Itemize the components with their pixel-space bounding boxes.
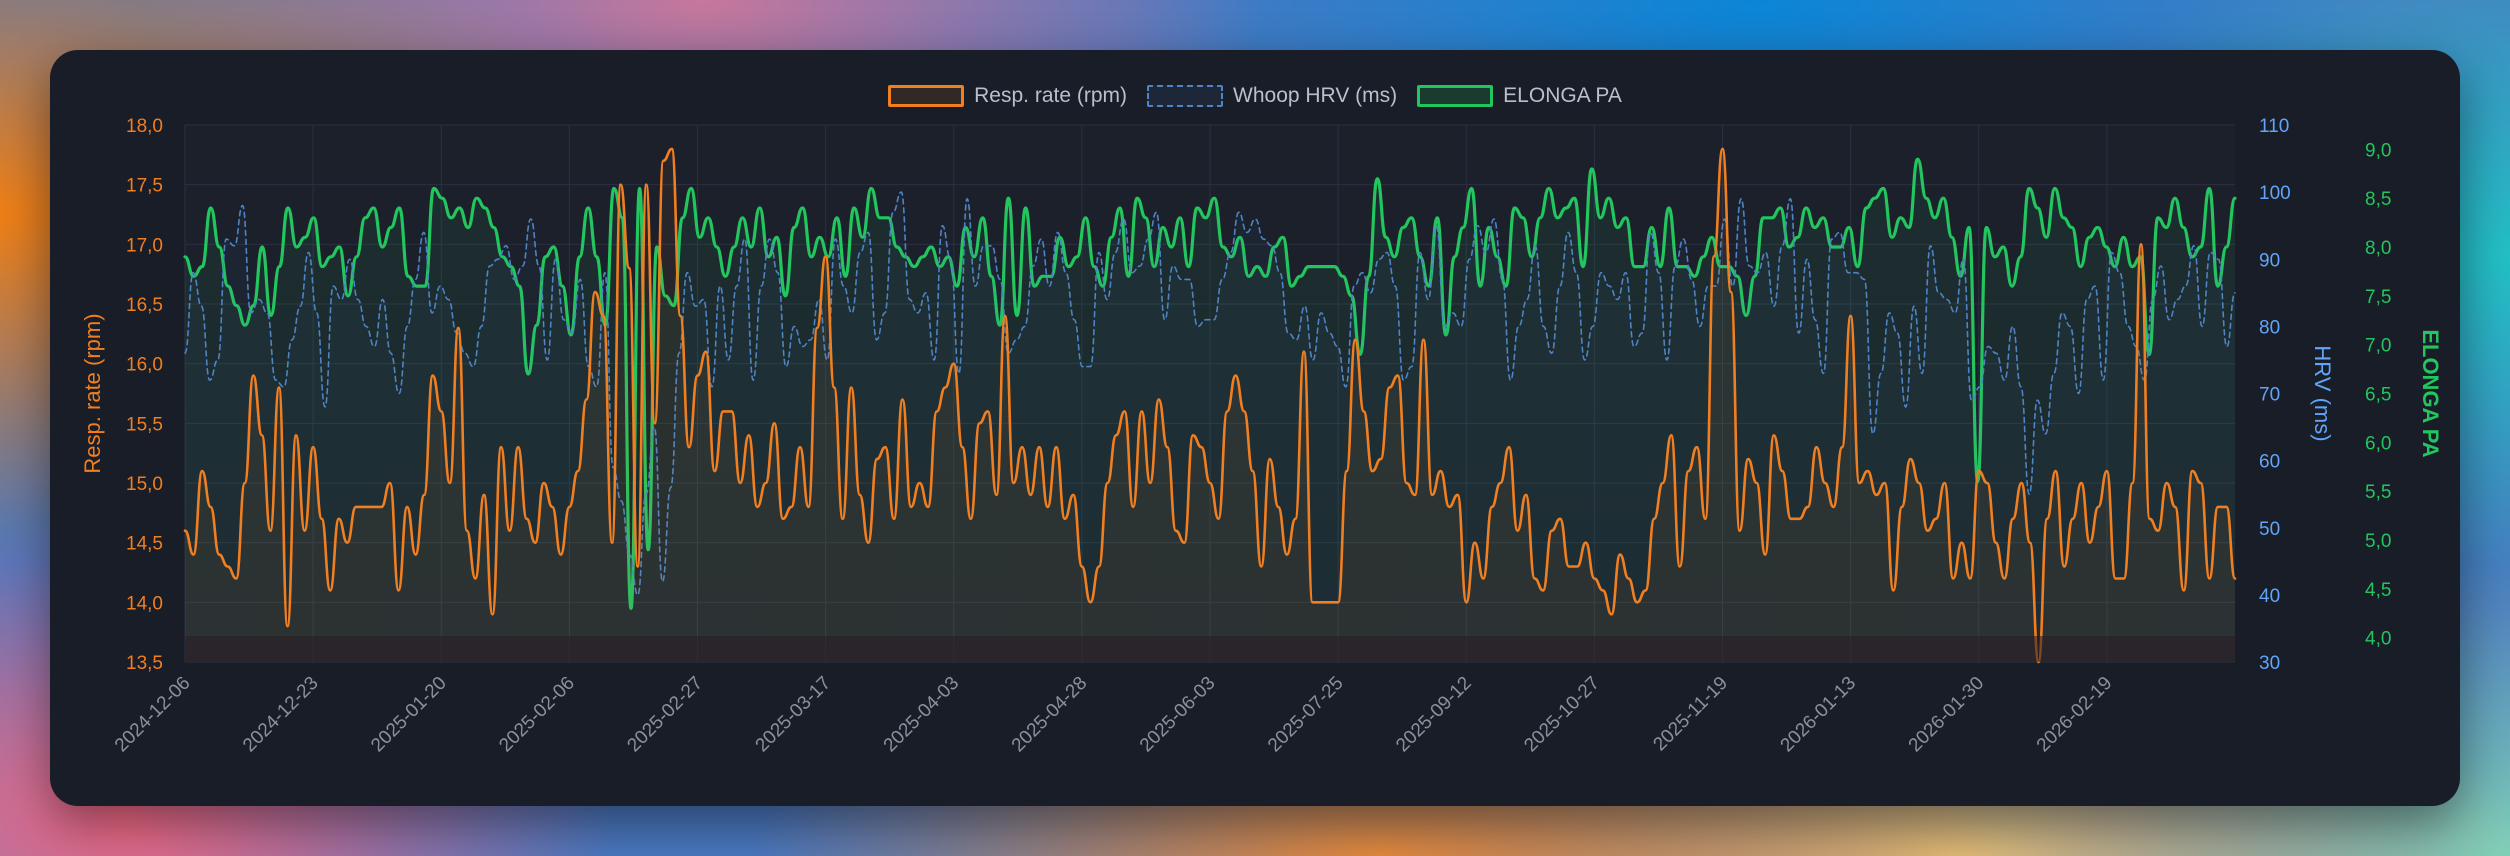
y-tick-label-resp-rate: 18,0 [126, 116, 163, 137]
legend-label-elonga-pa: ELONGA PA [1503, 84, 1622, 107]
plot-bottom-band [185, 636, 2235, 662]
x-axis: 2024-12-06 2024-12-23 2025-01-20 2025-02-06… [111, 673, 2116, 757]
y-tick-label-elonga-pa: 8,5 [2365, 189, 2391, 210]
y-tick-label-elonga-pa: 9,0 [2365, 140, 2391, 161]
x-tick-label: 2026-01-30 [1905, 673, 1989, 757]
x-tick-label: 2025-02-27 [623, 673, 707, 757]
legend-item-whoop-hrv[interactable]: Whoop HRV (ms) [1147, 84, 1397, 108]
y-tick-label-elonga-pa: 5,5 [2365, 482, 2391, 503]
y-axis-title-elonga-pa: ELONGA PA [2418, 329, 2443, 457]
series-resp-rate-area [185, 148, 2235, 662]
x-tick-label: 2025-01-20 [367, 673, 451, 757]
y-tick-label-resp-rate: 13,5 [126, 653, 163, 674]
x-tick-label: 2025-09-12 [1392, 673, 1476, 757]
y-tick-label-hrv: 70 [2259, 385, 2280, 406]
y-tick-label-elonga-pa: 4,0 [2365, 629, 2391, 650]
y-tick-label-elonga-pa: 6,0 [2365, 433, 2391, 454]
chart-card: Resp. rate (rpm) Whoop HRV (ms) ELONGA P… [50, 50, 2460, 806]
y-axis-hrv: 110 100 90 80 70 60 50 40 30 HRV (ms) [2259, 116, 2335, 674]
x-tick-label: 2026-01-13 [1777, 673, 1861, 757]
x-tick-label: 2024-12-06 [111, 673, 195, 757]
y-axis-title-hrv: HRV (ms) [2310, 345, 2335, 441]
y-axis-resp-rate: 18,0 17,5 17,0 16,5 16,0 15,5 15,0 14,5 14,0 13,5… [80, 116, 163, 674]
legend-swatch-whoop-hrv [1147, 85, 1224, 107]
legend-item-elonga-pa[interactable]: ELONGA PA [1417, 84, 1622, 108]
y-tick-label-elonga-pa: 7,0 [2365, 336, 2391, 357]
x-tick-label: 2025-10-27 [1520, 673, 1604, 757]
legend-label-resp-rate: Resp. rate (rpm) [974, 84, 1128, 107]
y-tick-label-hrv: 80 [2259, 317, 2280, 338]
y-tick-label-resp-rate: 16,0 [126, 355, 163, 376]
y-tick-label-resp-rate: 17,5 [126, 176, 163, 197]
y-tick-label-hrv: 100 [2259, 183, 2291, 204]
y-tick-label-resp-rate: 15,5 [126, 414, 163, 435]
y-tick-label-resp-rate: 15,0 [126, 474, 163, 495]
x-tick-label: 2025-06-03 [1136, 673, 1220, 757]
x-tick-label: 2025-07-25 [1264, 673, 1348, 757]
x-tick-label: 2024-12-23 [239, 673, 323, 757]
y-tick-label-hrv: 40 [2259, 586, 2280, 607]
series-resp-rate-line [183, 147, 2237, 664]
series-whoop-hrv-line [184, 191, 2236, 596]
x-tick-label: 2025-11-19 [1649, 673, 1732, 756]
multi-axis-line-chart: 18,0 17,5 17,0 16,5 16,0 15,5 15,0 14,5 14,0 13,5… [80, 116, 2443, 757]
y-tick-label-hrv: 110 [2259, 116, 2289, 137]
x-tick-label: 2025-03-17 [752, 673, 836, 757]
y-tick-label-elonga-pa: 6,5 [2365, 385, 2391, 406]
series-resp-rate-group [183, 147, 2237, 664]
y-axis-title-resp-rate: Resp. rate (rpm) [80, 313, 105, 473]
x-tick-label: 2026-02-19 [2033, 673, 2117, 757]
y-tick-label-resp-rate: 16,5 [126, 295, 163, 316]
x-tick-label: 2025-02-06 [495, 673, 579, 757]
y-tick-label-elonga-pa: 4,5 [2365, 580, 2391, 601]
y-tick-label-resp-rate: 17,0 [126, 235, 163, 256]
y-axis-elonga-pa: 9,0 8,5 8,0 7,5 7,0 6,5 6,0 5,5 5,0 4,5 4,0 ELONGA … [2365, 140, 2443, 649]
y-tick-label-resp-rate: 14,0 [126, 593, 163, 614]
legend-item-resp-rate[interactable]: Resp. rate (rpm) [888, 84, 1127, 108]
legend-swatch-elonga-pa [1417, 85, 1494, 107]
y-tick-label-hrv: 90 [2259, 250, 2280, 271]
legend-swatch-resp-rate [888, 85, 965, 107]
y-tick-label-elonga-pa: 5,0 [2365, 531, 2391, 552]
y-tick-label-hrv: 30 [2259, 653, 2280, 674]
legend: Resp. rate (rpm) Whoop HRV (ms) ELONGA P… [50, 78, 2460, 114]
legend-label-whoop-hrv: Whoop HRV (ms) [1233, 84, 1398, 107]
y-tick-label-hrv: 60 [2259, 452, 2280, 473]
y-tick-label-elonga-pa: 7,5 [2365, 287, 2391, 308]
x-tick-label: 2025-04-03 [880, 673, 964, 757]
y-tick-label-hrv: 50 [2259, 519, 2280, 540]
x-tick-label: 2025-04-28 [1008, 673, 1092, 757]
y-tick-label-resp-rate: 14,5 [126, 534, 163, 555]
y-tick-label-elonga-pa: 8,0 [2365, 238, 2391, 259]
